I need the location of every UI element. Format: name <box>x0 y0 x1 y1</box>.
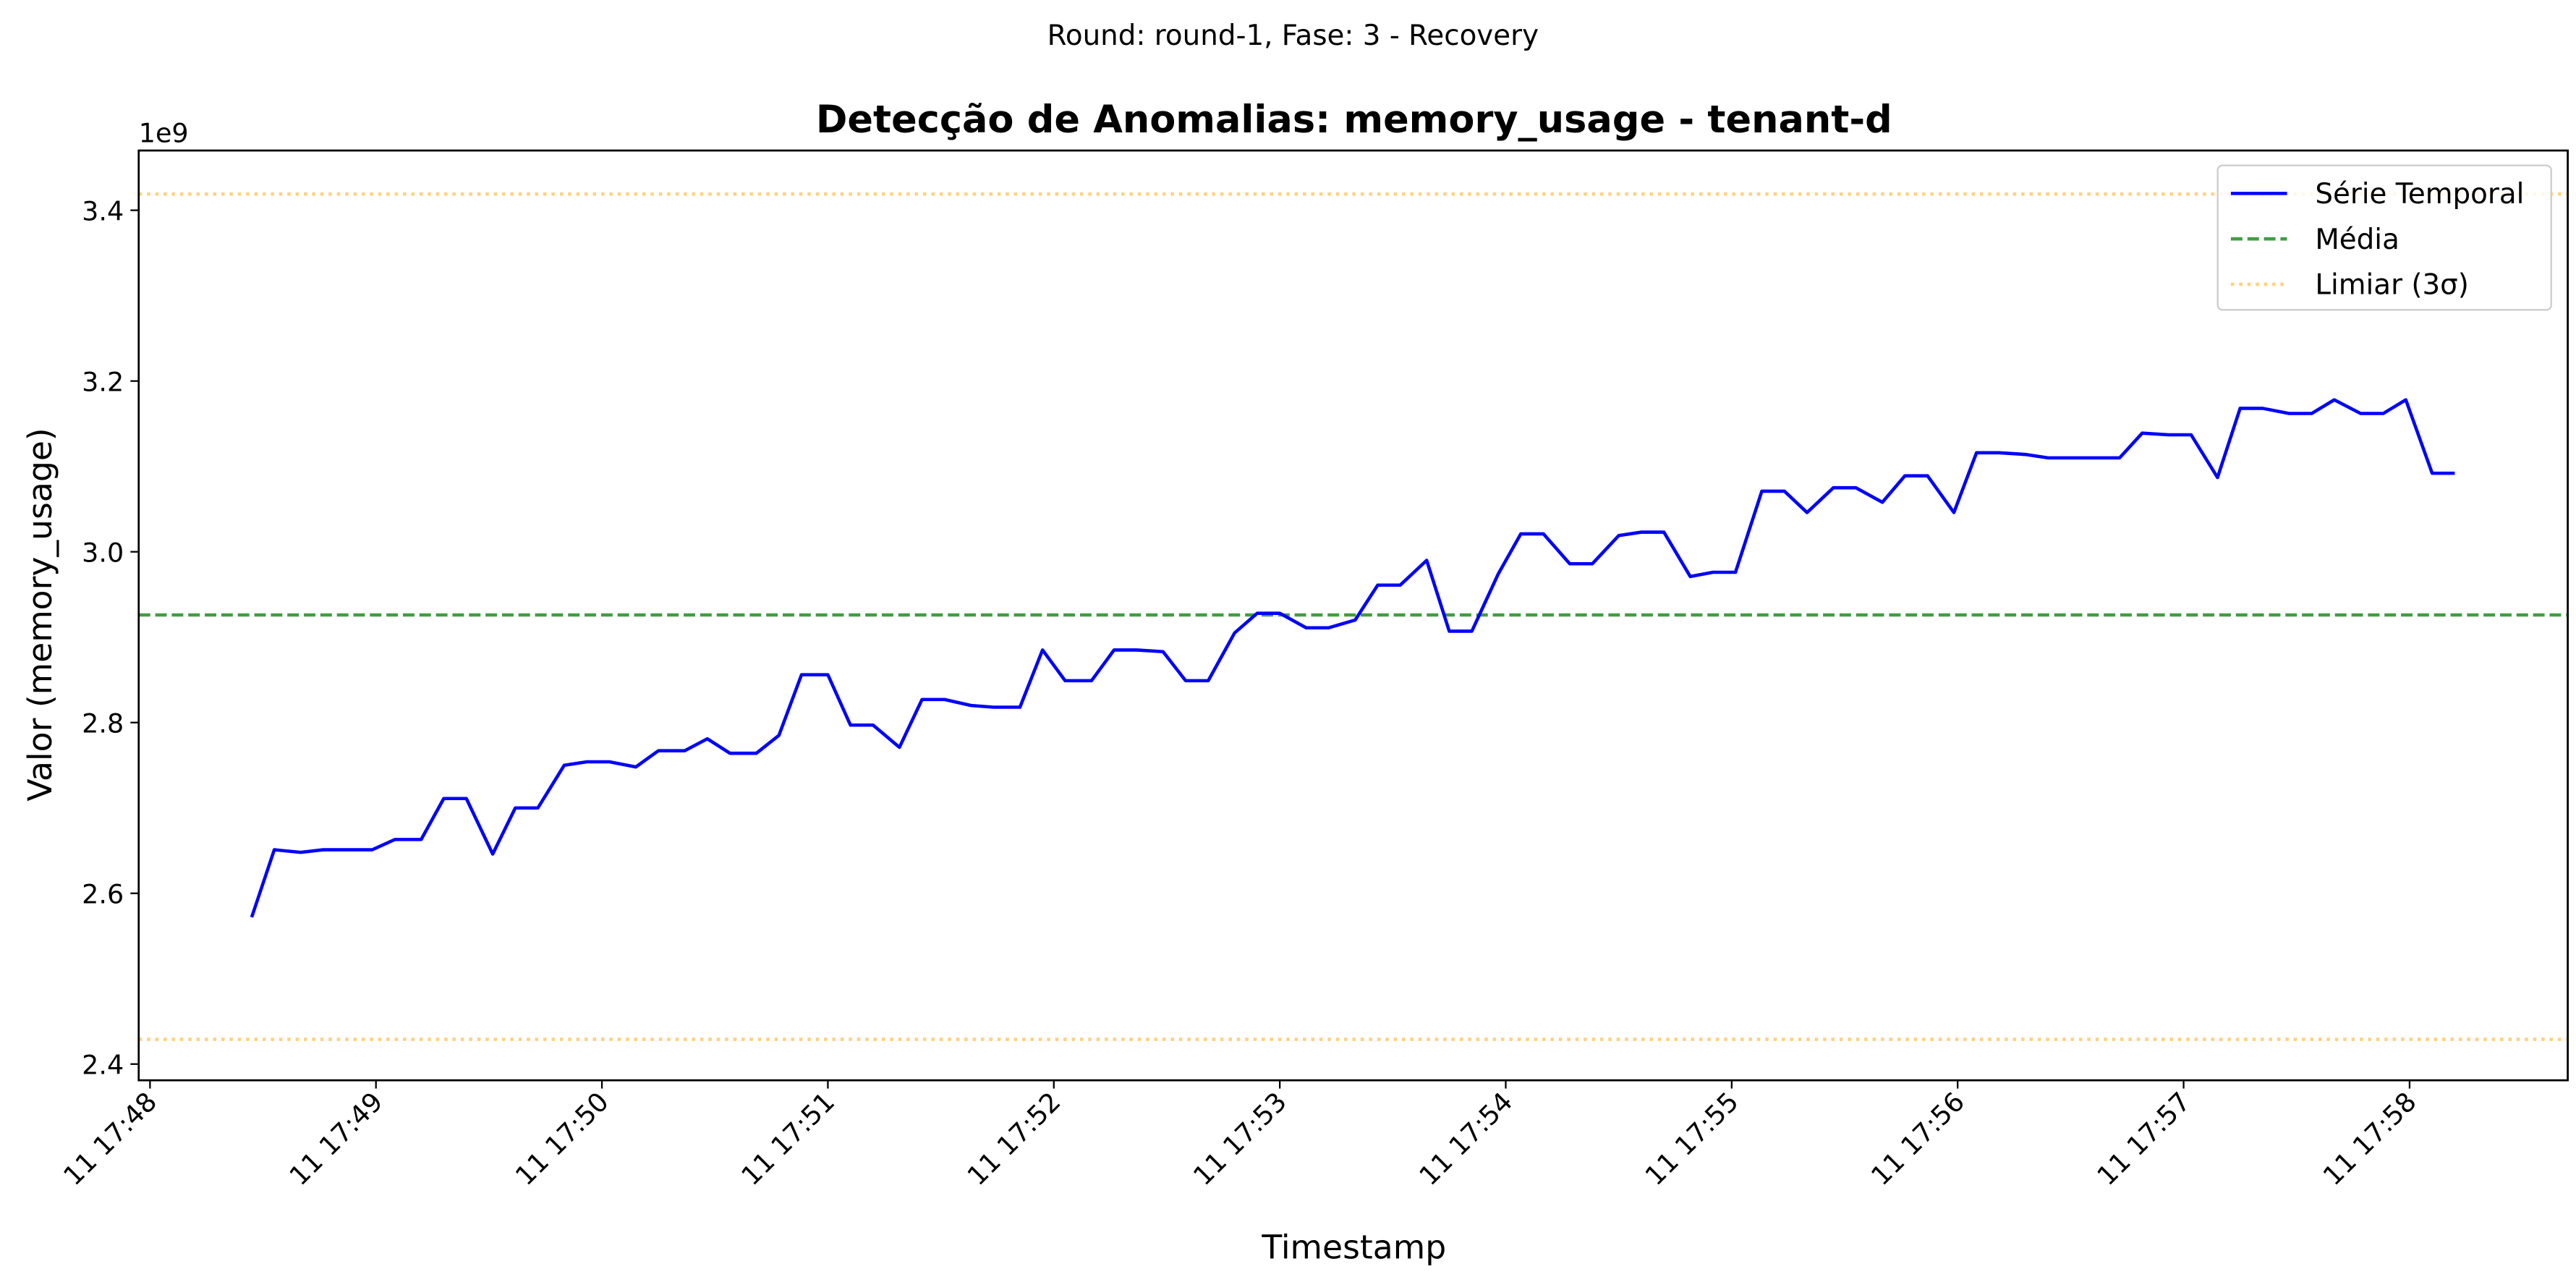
y-tick-label: 2.6 <box>82 878 124 909</box>
y-tick-label: 3.2 <box>82 366 124 397</box>
legend-box <box>2216 164 2552 311</box>
legend-label: Série Temporal <box>2315 178 2524 211</box>
chart-title: Detecção de Anomalias: memory_usage - te… <box>816 98 1892 142</box>
x-axis-label: Timestamp <box>1261 1228 1446 1267</box>
plot-frame <box>137 149 2569 1082</box>
y-tick-label: 3.0 <box>82 537 124 568</box>
y-tick-label: 2.8 <box>82 708 124 739</box>
y-tick-label: 3.4 <box>82 195 124 226</box>
y-axis-label: Valor (memory_usage) <box>21 428 59 801</box>
series-line <box>250 398 2455 918</box>
legend-label: Média <box>2315 224 2399 256</box>
legend: Série Temporal Média Limiar (3σ) <box>2216 164 2552 311</box>
chart-suptitle: Round: round-1, Fase: 3 - Recovery <box>1047 20 1539 52</box>
y-tick-label: 2.4 <box>82 1049 124 1080</box>
y-offset-label: 1e9 <box>139 118 189 149</box>
legend-label: Limiar (3σ) <box>2315 269 2469 302</box>
